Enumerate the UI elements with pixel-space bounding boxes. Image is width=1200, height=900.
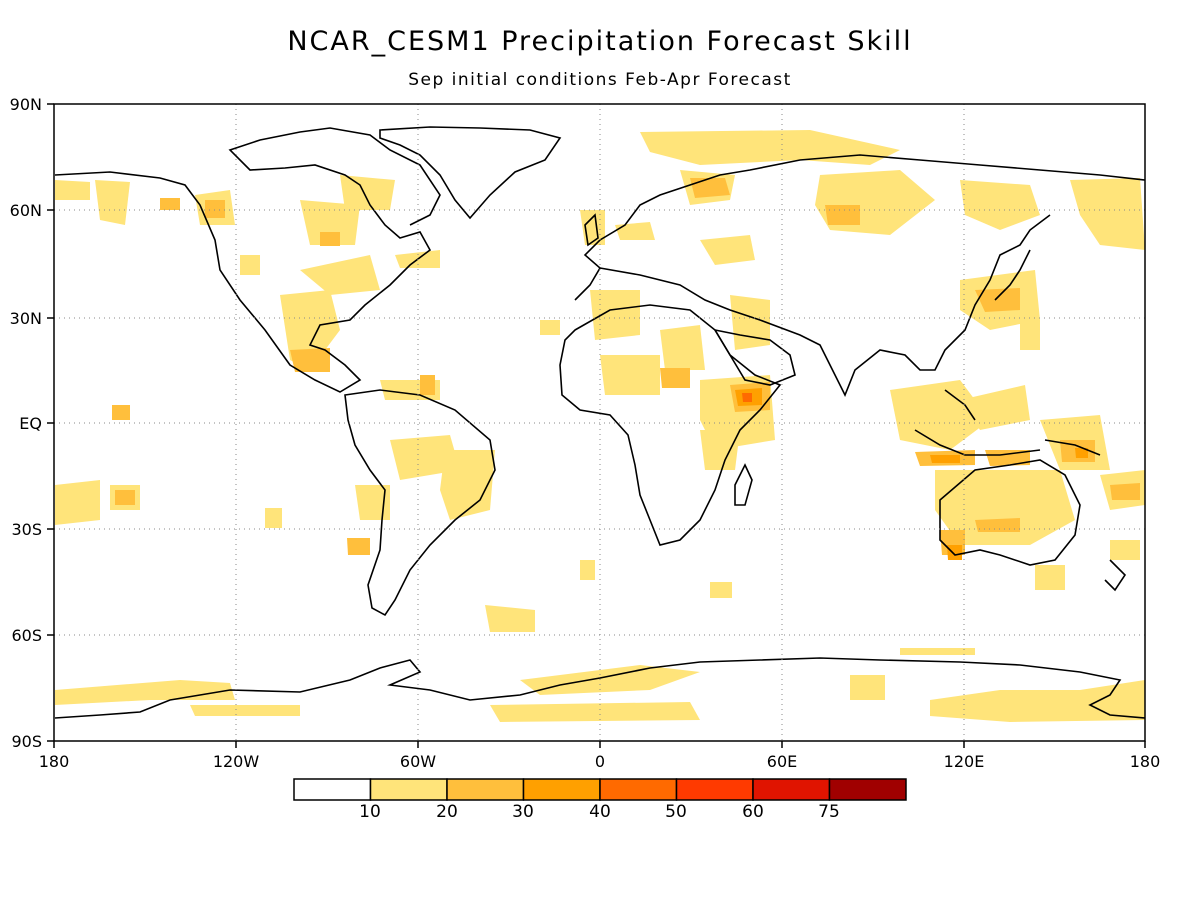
lat-label: 30N [10, 309, 42, 328]
colorbar [293, 778, 907, 801]
lon-label: 180 [39, 752, 70, 771]
colorbar-label: 20 [436, 802, 458, 822]
lat-label: EQ [19, 414, 42, 433]
colorbar-swatch [752, 778, 831, 801]
colorbar-swatch [675, 778, 754, 801]
colorbar-label: 30 [512, 802, 534, 822]
skill-shading-40-50 [742, 393, 752, 402]
grid [54, 104, 1145, 741]
lon-label: 60E [767, 752, 797, 771]
colorbar-swatch [828, 778, 907, 801]
colorbar-label: 50 [665, 802, 687, 822]
lon-label: 0 [595, 752, 605, 771]
colorbar-swatch [293, 778, 372, 801]
colorbar-label: 60 [742, 802, 764, 822]
colorbar-swatch [446, 778, 525, 801]
colorbar-label: 10 [359, 802, 381, 822]
lat-label: 60S [11, 626, 42, 645]
lat-label: 90N [10, 95, 42, 114]
axis-ticks [47, 103, 1146, 748]
lon-label: 120W [213, 752, 260, 771]
colorbar-label: 75 [818, 802, 840, 822]
lon-label: 60W [400, 752, 436, 771]
lat-label: 90S [11, 732, 42, 751]
map-subtitle: Sep initial conditions Feb-Apr Forecast [408, 70, 792, 90]
colorbar-swatch [599, 778, 678, 801]
lon-label: 120E [944, 752, 985, 771]
longitude-labels: 180 120W 60W 0 60E 120E 180 [39, 752, 1161, 771]
colorbar-swatch [369, 778, 448, 801]
skill-shading-10-20 [55, 130, 1145, 722]
coastlines [54, 126, 1145, 719]
lat-label: 60N [10, 201, 42, 220]
latitude-labels: 90N 60N 30N EQ 30S 60S 90S [10, 95, 42, 751]
colorbar-label: 40 [589, 802, 611, 822]
colorbar-swatch [522, 778, 601, 801]
lon-label: 180 [1130, 752, 1161, 771]
lat-label: 30S [11, 520, 42, 539]
map-title: NCAR_CESM1 Precipitation Forecast Skill [287, 26, 913, 57]
